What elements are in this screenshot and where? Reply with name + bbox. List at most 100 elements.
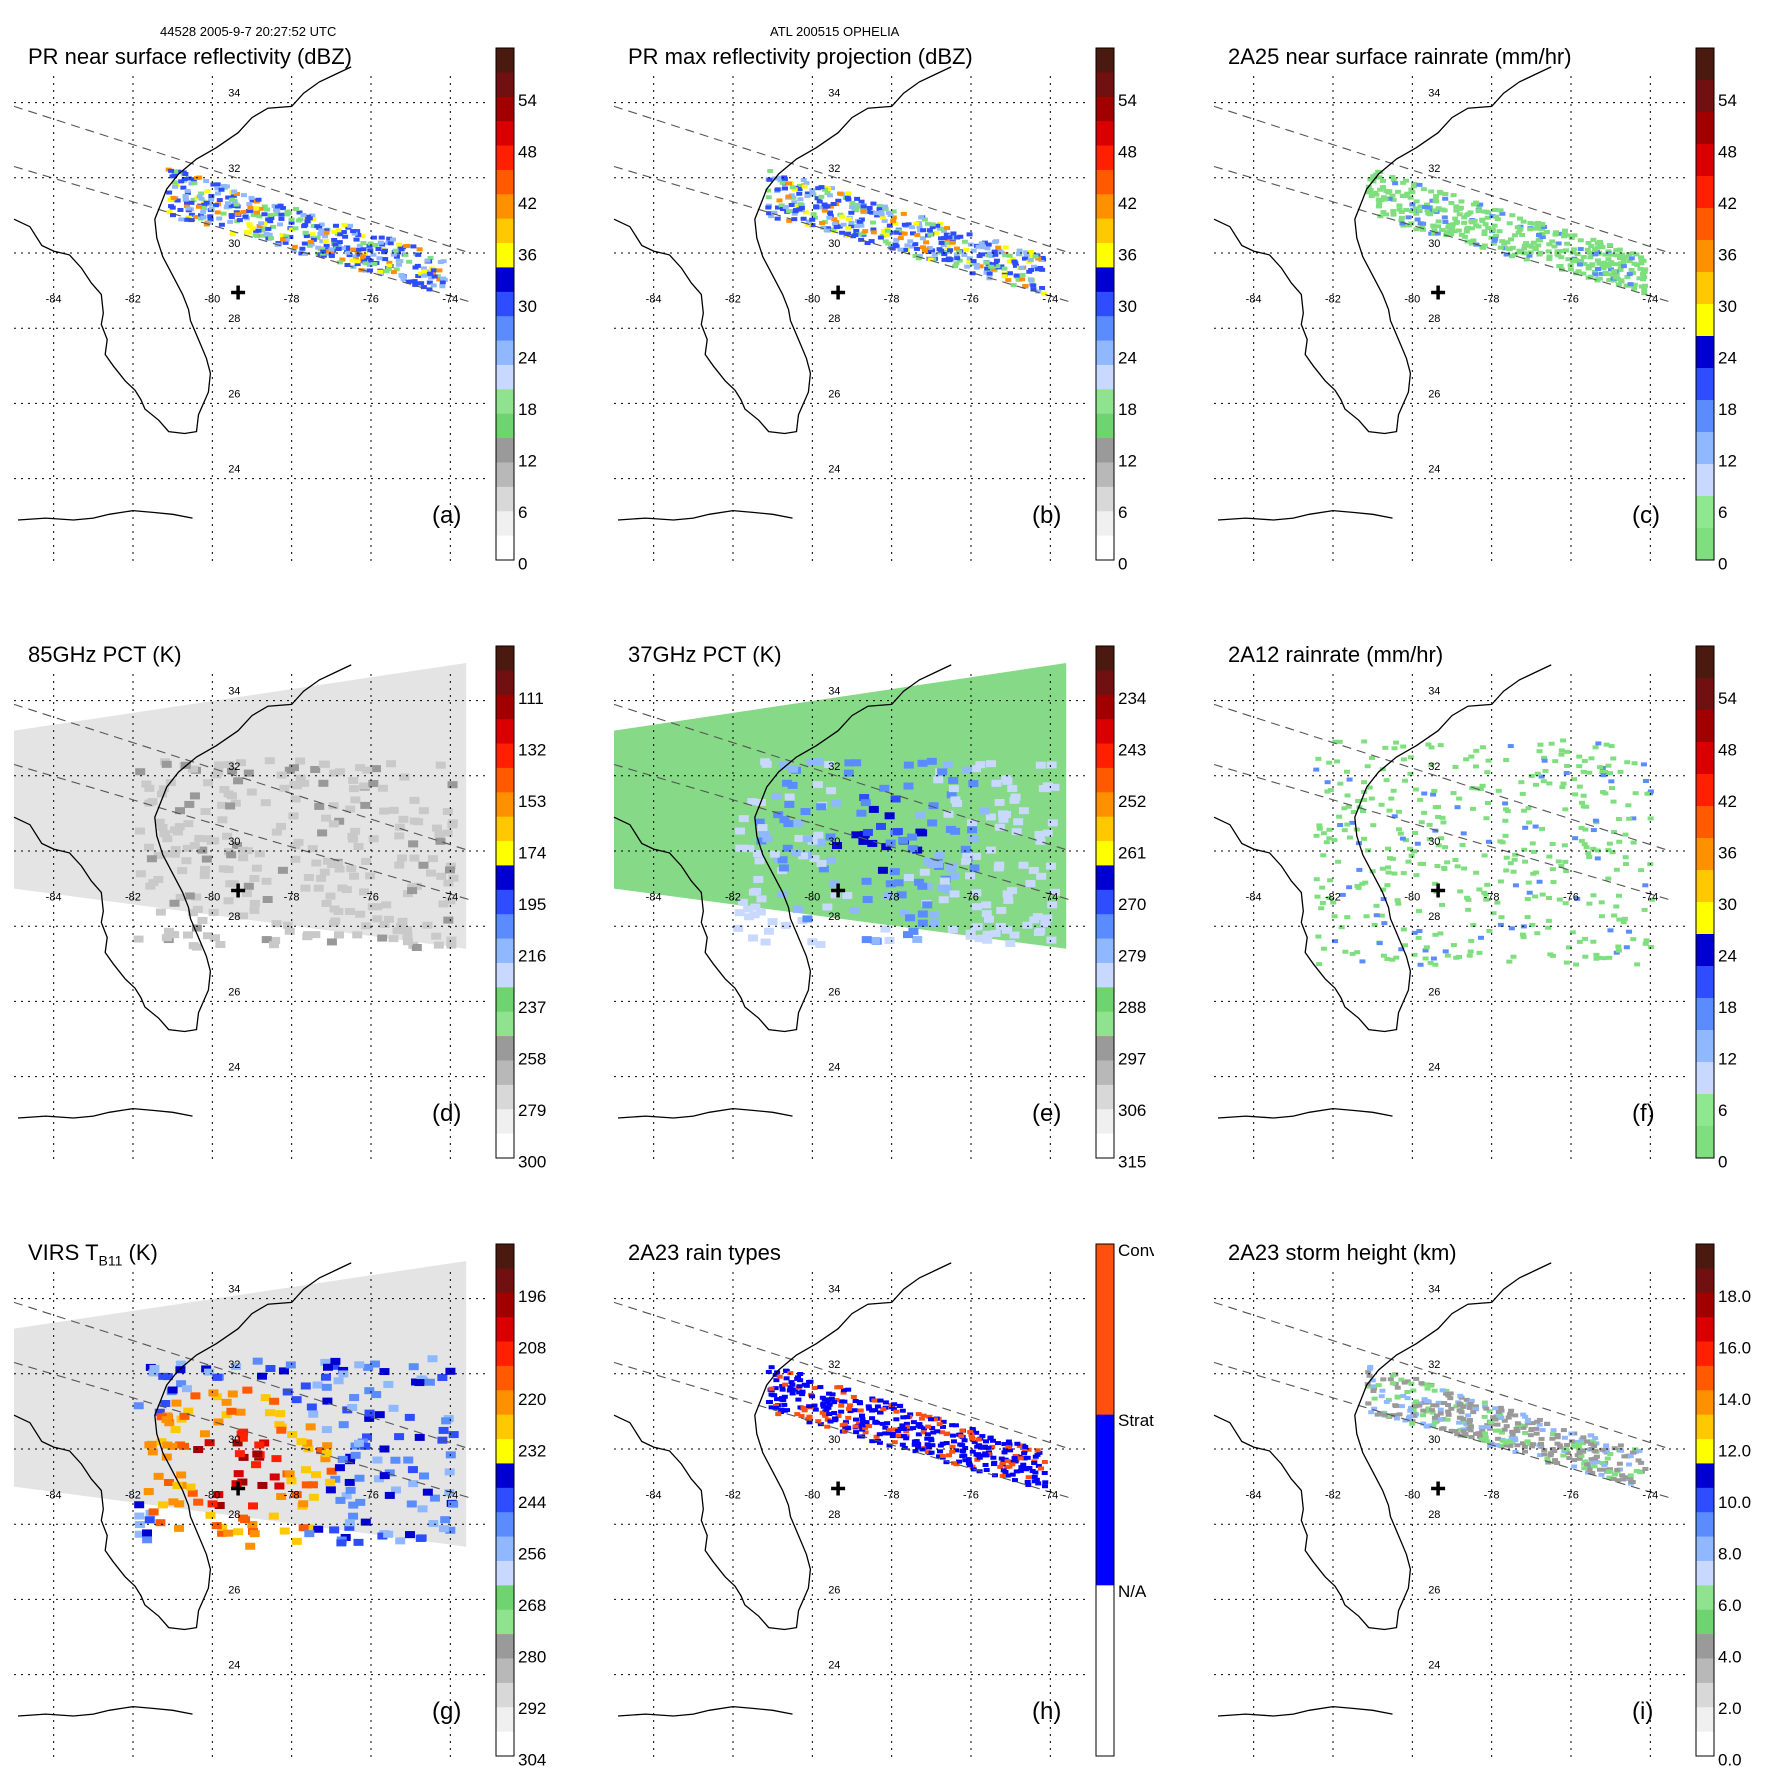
field-pixel	[142, 1536, 153, 1544]
rain-pixel	[1373, 192, 1380, 197]
rain-pixel	[833, 225, 840, 230]
field-pixel	[414, 1379, 425, 1387]
rain-pixel	[1549, 842, 1556, 847]
field-pixel	[282, 921, 293, 929]
latitude-tick-label: 28	[1428, 313, 1440, 325]
colorbar-frame	[1695, 47, 1715, 561]
rain-pixel	[288, 217, 295, 222]
rain-pixel	[1522, 859, 1529, 864]
colorbar-tick-label: 0	[1718, 1153, 1727, 1169]
rain-pixel	[360, 247, 367, 252]
rain-pixel	[953, 246, 960, 251]
latitude-tick-label: 32	[1428, 163, 1440, 175]
field-pixel	[415, 1534, 426, 1542]
rain-pixel	[933, 230, 940, 235]
field-pixel	[221, 1398, 232, 1406]
field-pixel	[760, 938, 771, 946]
colorbar-swatch	[1096, 291, 1114, 317]
rain-pixel	[1557, 264, 1564, 269]
field-pixel	[349, 1394, 360, 1402]
rain-pixel	[901, 1445, 908, 1450]
rain-pixel	[214, 186, 221, 191]
rain-pixel	[420, 266, 427, 271]
rain-pixel	[1018, 1465, 1025, 1470]
latitude-tick-label: 26	[228, 388, 240, 400]
rain-pixel	[998, 250, 1005, 255]
field-pixel	[354, 1474, 365, 1482]
field-pixel	[792, 905, 803, 913]
rain-pixel	[309, 213, 316, 218]
field-pixel	[156, 1438, 167, 1446]
field-pixel	[291, 782, 302, 790]
rain-pixel	[886, 1427, 893, 1432]
field-pixel	[1042, 914, 1053, 922]
field-pixel	[276, 1493, 287, 1501]
colorbar-tick-label: 54	[518, 91, 537, 110]
rain-pixel	[1031, 264, 1038, 269]
rain-pixel	[1552, 232, 1559, 237]
rain-pixel	[965, 1457, 972, 1462]
rain-pixel	[1467, 949, 1474, 954]
rain-pixel	[786, 209, 793, 214]
rain-pixel	[1491, 223, 1498, 228]
rain-pixel	[848, 220, 855, 225]
rain-pixel	[183, 204, 190, 209]
field-pixel	[748, 934, 759, 942]
rain-pixel	[175, 169, 182, 174]
rain-pixel	[1594, 1460, 1601, 1465]
rain-pixel	[393, 254, 400, 259]
panel-title-text: 2A25 near surface rainrate (mm/hr)	[1228, 44, 1572, 69]
rain-pixel	[1427, 1383, 1434, 1388]
rain-pixel	[1434, 864, 1441, 869]
rain-pixel	[910, 1426, 917, 1431]
rain-pixel	[218, 187, 225, 192]
field-pixel	[264, 757, 275, 765]
rain-pixel	[1041, 1459, 1048, 1464]
rain-pixel	[1432, 962, 1439, 967]
rain-pixel	[1009, 1472, 1016, 1477]
rain-pixel	[1456, 212, 1463, 217]
rain-pixel	[1398, 215, 1405, 220]
rain-pixel	[925, 249, 932, 254]
rain-pixel	[1545, 925, 1552, 930]
rain-pixel	[1452, 858, 1459, 863]
field-pixel	[435, 761, 446, 769]
rain-pixel	[817, 205, 824, 210]
rain-pixel	[1346, 777, 1353, 782]
field-pixel	[384, 1469, 395, 1477]
field-pixel	[227, 767, 238, 775]
rain-pixel	[866, 1406, 873, 1411]
rain-pixel	[214, 210, 221, 215]
rain-pixel	[840, 1390, 847, 1395]
rain-pixel	[1384, 1413, 1391, 1418]
rain-pixel	[1423, 202, 1430, 207]
rain-pixel	[990, 1455, 997, 1460]
rain-pixel	[218, 222, 225, 227]
colorbar-tick-label: 252	[1118, 792, 1146, 811]
rain-pixel	[1595, 741, 1602, 746]
rain-pixel	[915, 1442, 922, 1447]
rain-pixel	[1456, 1415, 1463, 1420]
field-pixel	[991, 779, 1002, 787]
rain-pixel	[1039, 255, 1046, 260]
rain-pixel	[1332, 939, 1339, 944]
rain-pixel	[866, 205, 873, 210]
field-pixel	[184, 892, 195, 900]
rain-pixel	[1375, 169, 1382, 174]
rain-pixel	[816, 199, 823, 204]
rain-pixel	[1458, 232, 1465, 237]
rain-pixel	[909, 231, 916, 236]
rain-pixel	[1511, 857, 1518, 862]
rain-pixel	[1500, 1438, 1507, 1443]
rain-pixel	[426, 280, 433, 285]
field-pixel	[903, 782, 914, 790]
field-pixel	[377, 934, 388, 942]
rain-pixel	[1620, 264, 1627, 269]
rain-pixel	[1630, 840, 1637, 845]
rain-pixel	[351, 231, 358, 236]
rain-pixel	[1454, 1432, 1461, 1437]
rain-pixel	[278, 212, 285, 217]
rain-pixel	[1504, 246, 1511, 251]
colorbar-tick-label: 306	[1118, 1101, 1146, 1120]
map-panel-i: -84 -82 -80 -78 -76 -74 34 32 30 28 26 24 2A23 storm…	[1200, 1236, 1756, 1766]
